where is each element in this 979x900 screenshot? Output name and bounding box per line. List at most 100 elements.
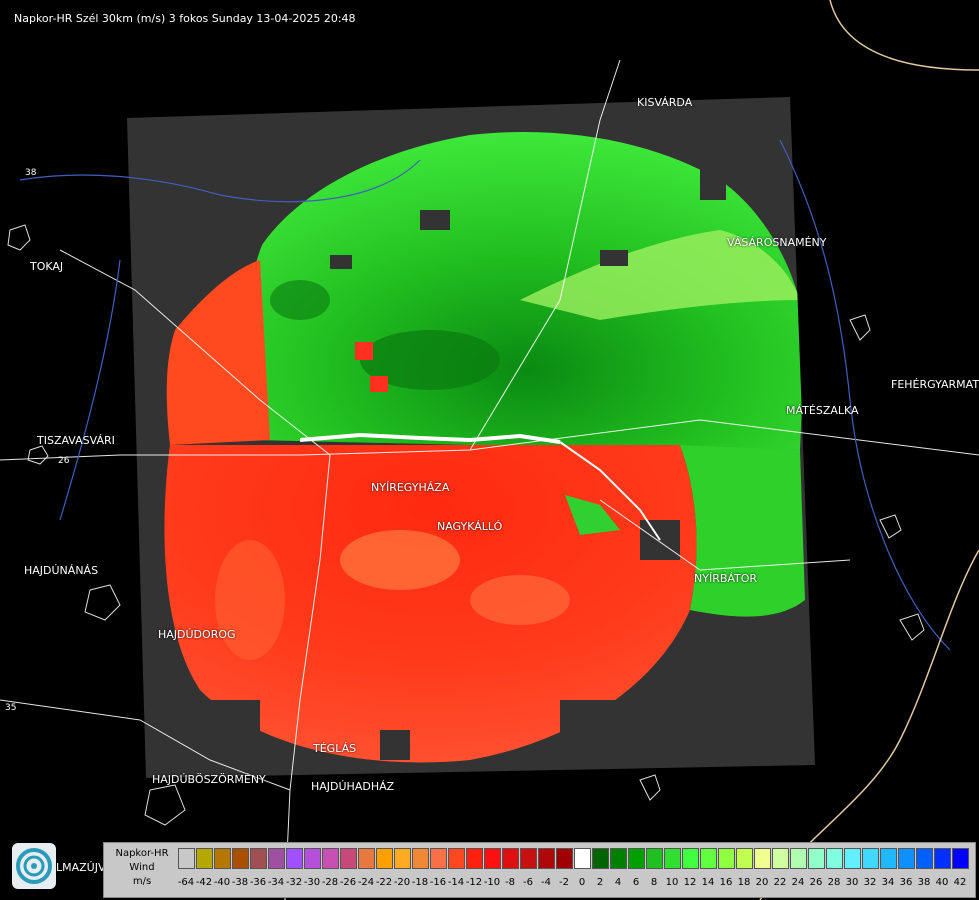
road-number: 26: [58, 456, 70, 466]
legend-title-line: m/s: [132, 876, 152, 887]
legend-swatch: [844, 848, 861, 869]
legend-swatch: [700, 848, 717, 869]
legend-tick-label: 4: [614, 877, 622, 888]
legend-tick-label: 8: [650, 877, 658, 888]
city-label-hajdunanas: HAJDÚNÁNÁS: [24, 564, 99, 577]
legend-swatch: [898, 848, 915, 869]
legend-swatch: [826, 848, 843, 869]
legend-tick-label: -28: [321, 877, 339, 888]
legend-swatch: [628, 848, 645, 869]
legend-tick-label: 34: [881, 877, 895, 888]
legend-swatch: [214, 848, 231, 869]
legend-swatch: [916, 848, 933, 869]
legend-swatch: [232, 848, 249, 869]
legend-swatch: [178, 848, 195, 869]
city-label-teglas: TÉGLÁS: [313, 742, 357, 755]
wind-patch: [360, 330, 500, 390]
legend-tick-label: 16: [719, 877, 733, 888]
legend-tick-label: -36: [249, 877, 267, 888]
legend-tick-label: -40: [213, 877, 231, 888]
city-label-tokaj: TOKAJ: [30, 260, 64, 273]
legend-swatch: [646, 848, 663, 869]
legend-swatch: [520, 848, 537, 869]
legend-swatch: [430, 848, 447, 869]
legend-swatch: [502, 848, 519, 869]
legend-tick-label: 12: [683, 877, 697, 888]
legend-tick-label: -30: [303, 877, 321, 888]
no-data-block: [380, 730, 410, 760]
wind-patch: [565, 495, 620, 535]
legend-swatch: [862, 848, 879, 869]
legend-swatch: [466, 848, 483, 869]
city-label-nagykallo: NAGYKÁLLÓ: [437, 520, 503, 533]
legend-tick-label: 22: [773, 877, 787, 888]
legend-tick-label: -64: [177, 877, 195, 888]
wind-patch: [470, 575, 570, 625]
country-border: [829, 0, 979, 71]
legend-tick-label: -8: [505, 877, 515, 888]
road-number: 35: [5, 703, 16, 713]
legend-swatch: [196, 848, 213, 869]
no-data-block: [700, 160, 726, 200]
legend-tick-label: -18: [411, 877, 429, 888]
legend-tick-label: -12: [465, 877, 483, 888]
settlement-outlines: [7, 224, 925, 826]
legend-swatch: [448, 848, 465, 869]
legend-swatch: [610, 848, 627, 869]
roads: [0, 59, 979, 900]
legend-tick-label: 38: [917, 877, 931, 888]
legend-swatch: [358, 848, 375, 869]
map-title: Napkor-HR Szél 30km (m/s) 3 fokos Sunday…: [14, 12, 356, 25]
legend-swatch: [250, 848, 267, 869]
legend-tick-label: -14: [447, 877, 465, 888]
zero-velocity-line: [299, 432, 561, 444]
legend-tick-label: -34: [267, 877, 285, 888]
legend-swatch: [484, 848, 501, 869]
legend-tick-label: 24: [791, 877, 805, 888]
zero-velocity-line: [559, 441, 661, 541]
legend-swatch: [952, 848, 969, 869]
legend-tick-label: 6: [632, 877, 640, 888]
legend-tick-label: -32: [285, 877, 303, 888]
legend-swatch: [592, 848, 609, 869]
legend-tick-label: 14: [701, 877, 715, 888]
legend-title: Napkor-HR Wind m/s: [106, 847, 178, 889]
wind-patch: [270, 280, 330, 320]
no-data-block: [330, 255, 352, 269]
legend-tick-label: 42: [953, 877, 967, 888]
legend-swatch: [556, 848, 573, 869]
legend-tick-label: 28: [827, 877, 841, 888]
legend-tick-label: -38: [231, 877, 249, 888]
legend-tick-label: 20: [755, 877, 769, 888]
legend-tick-label: -6: [523, 877, 533, 888]
legend-tick-label: 36: [899, 877, 913, 888]
wind-patch: [355, 342, 373, 360]
legend-tick-label: -4: [541, 877, 551, 888]
legend-tick-label: 0: [578, 877, 586, 888]
legend-tick-label: -42: [195, 877, 213, 888]
legend-tick-label: 2: [596, 877, 604, 888]
legend-tick-label: -20: [393, 877, 411, 888]
road-number: 38: [25, 168, 37, 178]
legend-swatch: [538, 848, 555, 869]
legend-swatch: [736, 848, 753, 869]
legend-swatch: [772, 848, 789, 869]
legend-ticks: -64 -42 -40 -38 -36 -34 -32 -30 -28 -26 -24 -22 -20-…: [178, 877, 978, 891]
city-label-fehergyarmat: FEHÉRGYARMAT: [891, 378, 979, 391]
legend-tick-label: 18: [737, 877, 751, 888]
legend-swatch: [340, 848, 357, 869]
legend-swatch: [574, 848, 591, 869]
legend-tick-label: -26: [339, 877, 357, 888]
city-label-kisvarda: KISVÁRDA: [637, 96, 693, 109]
legend-swatch: [268, 848, 285, 869]
legend-swatch: [808, 848, 825, 869]
wind-field-light-band: [520, 230, 800, 320]
legend-swatch: [934, 848, 951, 869]
legend-tick-label: -22: [375, 877, 393, 888]
no-data-block: [200, 700, 260, 760]
no-data-block: [600, 250, 628, 266]
legend-swatch: [754, 848, 771, 869]
wind-field-south: [164, 445, 697, 763]
legend-swatch: [718, 848, 735, 869]
